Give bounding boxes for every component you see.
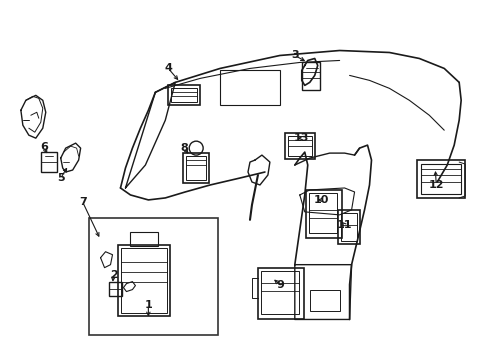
Bar — [421, 164, 460, 194]
Text: 3: 3 — [290, 50, 298, 60]
Bar — [130, 232, 158, 246]
Bar — [308, 193, 336, 233]
Bar — [416, 160, 464, 198]
Bar — [285, 133, 314, 159]
Bar — [183, 153, 209, 183]
Bar — [258, 268, 303, 319]
Text: 2: 2 — [109, 270, 117, 280]
Bar — [121, 248, 167, 314]
Text: 10: 10 — [313, 195, 329, 205]
Text: 1: 1 — [144, 300, 152, 310]
Bar — [220, 71, 279, 105]
Bar — [309, 289, 339, 311]
Bar — [168, 85, 200, 105]
Bar — [305, 190, 341, 238]
Bar — [261, 271, 298, 315]
Text: 9: 9 — [275, 280, 283, 289]
Bar — [337, 210, 359, 244]
Text: 8: 8 — [180, 143, 188, 153]
Bar — [88, 218, 218, 336]
Bar — [301, 62, 319, 90]
Bar — [41, 152, 57, 172]
Bar — [287, 136, 311, 156]
Bar — [186, 156, 206, 180]
Bar — [118, 245, 170, 316]
Bar — [108, 282, 122, 296]
Text: 6: 6 — [40, 142, 48, 152]
Text: 5: 5 — [57, 173, 64, 183]
Text: 11: 11 — [336, 220, 352, 230]
Text: 13: 13 — [293, 133, 309, 143]
Text: 7: 7 — [79, 197, 86, 207]
Bar — [340, 213, 356, 241]
Text: 12: 12 — [427, 180, 443, 190]
Bar — [171, 88, 197, 102]
Text: 4: 4 — [164, 63, 172, 73]
